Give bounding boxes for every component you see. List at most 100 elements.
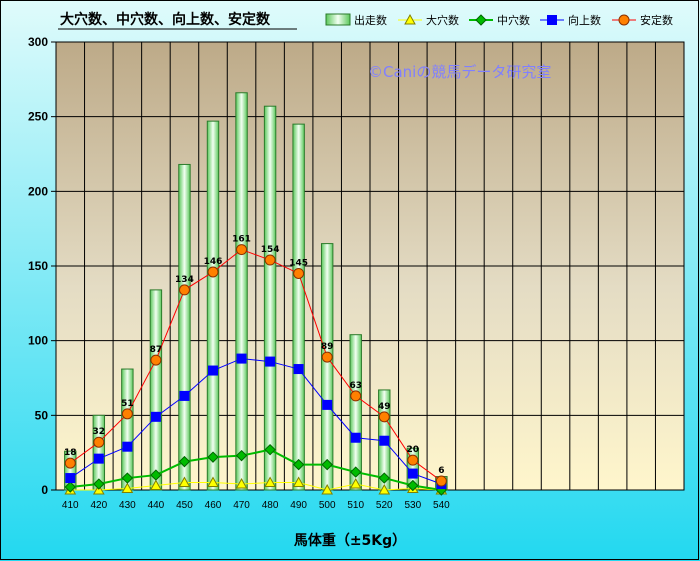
point-marker <box>293 364 304 375</box>
line-series <box>64 244 448 496</box>
data-label: 18 <box>64 448 77 458</box>
point-marker <box>407 468 418 479</box>
data-label: 146 <box>204 257 223 267</box>
point-marker <box>93 436 105 448</box>
y-tick-label: 50 <box>35 408 49 422</box>
point-marker <box>150 469 162 481</box>
point-marker <box>207 476 219 488</box>
x-tick-label: 470 <box>233 500 250 511</box>
data-label: 6 <box>438 466 444 476</box>
point-marker <box>122 441 133 452</box>
series-line <box>69 249 442 482</box>
point-marker <box>350 390 362 402</box>
point-marker <box>65 473 76 484</box>
y-tick-label: 150 <box>28 259 48 273</box>
y-axis: 0 50 100 150 200 250 300 <box>28 35 56 497</box>
point-marker <box>350 466 362 478</box>
point-marker <box>264 476 276 488</box>
point-marker <box>64 457 76 469</box>
point-marker <box>321 483 334 495</box>
point-marker <box>207 266 219 278</box>
data-label: 89 <box>321 342 334 352</box>
bar <box>235 92 248 491</box>
legend-label: 大穴数 <box>426 13 459 27</box>
data-label: 20 <box>407 445 420 455</box>
bar <box>292 123 305 491</box>
point-marker <box>618 14 630 26</box>
y-tick-label: 250 <box>28 110 48 124</box>
legend-label: 中穴数 <box>497 13 530 27</box>
x-tick-label: 540 <box>433 500 450 511</box>
x-tick-label: 440 <box>148 500 165 511</box>
x-tick-label: 530 <box>404 500 421 511</box>
bar <box>206 120 220 491</box>
bar <box>178 163 191 491</box>
point-marker <box>475 14 487 26</box>
x-tick-label: 430 <box>119 500 136 511</box>
point-marker <box>547 15 557 25</box>
legend-label: 向上数 <box>568 13 601 27</box>
point-marker <box>435 475 447 487</box>
x-tick-label: 500 <box>319 500 336 511</box>
x-tick-label: 520 <box>376 500 393 511</box>
watermark-text: ©Caniの競馬データ研究室 <box>368 63 551 81</box>
point-marker <box>121 482 134 494</box>
x-tick-label: 490 <box>290 500 307 511</box>
point-marker <box>150 411 161 422</box>
point-marker <box>264 443 276 456</box>
point-marker <box>407 479 419 492</box>
point-marker <box>292 476 305 488</box>
data-label: 161 <box>232 235 251 245</box>
data-labels: 18 32 51 87 134 146 161 154 145 89 63 49 20 6 <box>64 235 444 476</box>
data-label: 154 <box>261 245 280 255</box>
point-marker <box>321 458 333 471</box>
point-marker <box>179 390 190 401</box>
data-label: 32 <box>93 427 106 437</box>
point-marker <box>264 254 276 266</box>
point-marker <box>378 411 390 423</box>
point-marker <box>93 453 104 464</box>
point-marker <box>292 458 305 471</box>
point-marker <box>265 356 276 367</box>
x-tick-label: 410 <box>62 500 79 511</box>
point-marker <box>178 455 191 468</box>
point-marker <box>378 472 390 484</box>
chart-title: 大穴数、中穴数、向上数、安定数 <box>60 11 271 28</box>
point-marker <box>150 354 162 366</box>
legend-label: 安定数 <box>640 13 673 27</box>
y-tick-label: 0 <box>41 483 48 497</box>
data-label: 63 <box>349 381 362 391</box>
x-axis-title: 馬体重（±5Kg） <box>294 532 406 549</box>
point-marker <box>208 365 218 376</box>
point-marker <box>379 435 390 446</box>
point-marker <box>322 399 333 410</box>
point-marker <box>121 472 134 484</box>
y-tick-label: 200 <box>28 184 48 198</box>
data-label: 51 <box>121 399 134 409</box>
data-label: 49 <box>378 402 391 412</box>
point-marker <box>150 479 162 491</box>
x-tick-label: 450 <box>176 500 193 511</box>
point-marker <box>178 476 191 488</box>
y-tick-label: 100 <box>28 334 48 348</box>
x-tick-label: 420 <box>90 500 107 511</box>
bar <box>121 368 134 491</box>
bar <box>263 105 277 491</box>
legend: 出走数 大穴数 中穴数 向上数 安定数 <box>325 13 673 27</box>
x-tick-label: 460 <box>205 500 222 511</box>
point-marker <box>404 13 416 25</box>
point-marker <box>207 451 219 463</box>
x-tick-label: 480 <box>262 500 279 511</box>
point-marker <box>178 284 190 296</box>
point-marker <box>407 454 419 466</box>
point-marker <box>236 353 247 364</box>
data-label: 134 <box>175 275 194 285</box>
bar <box>349 334 362 491</box>
bar <box>149 289 163 491</box>
point-marker <box>121 408 133 420</box>
point-marker <box>293 267 305 279</box>
legend-swatch <box>325 13 351 26</box>
